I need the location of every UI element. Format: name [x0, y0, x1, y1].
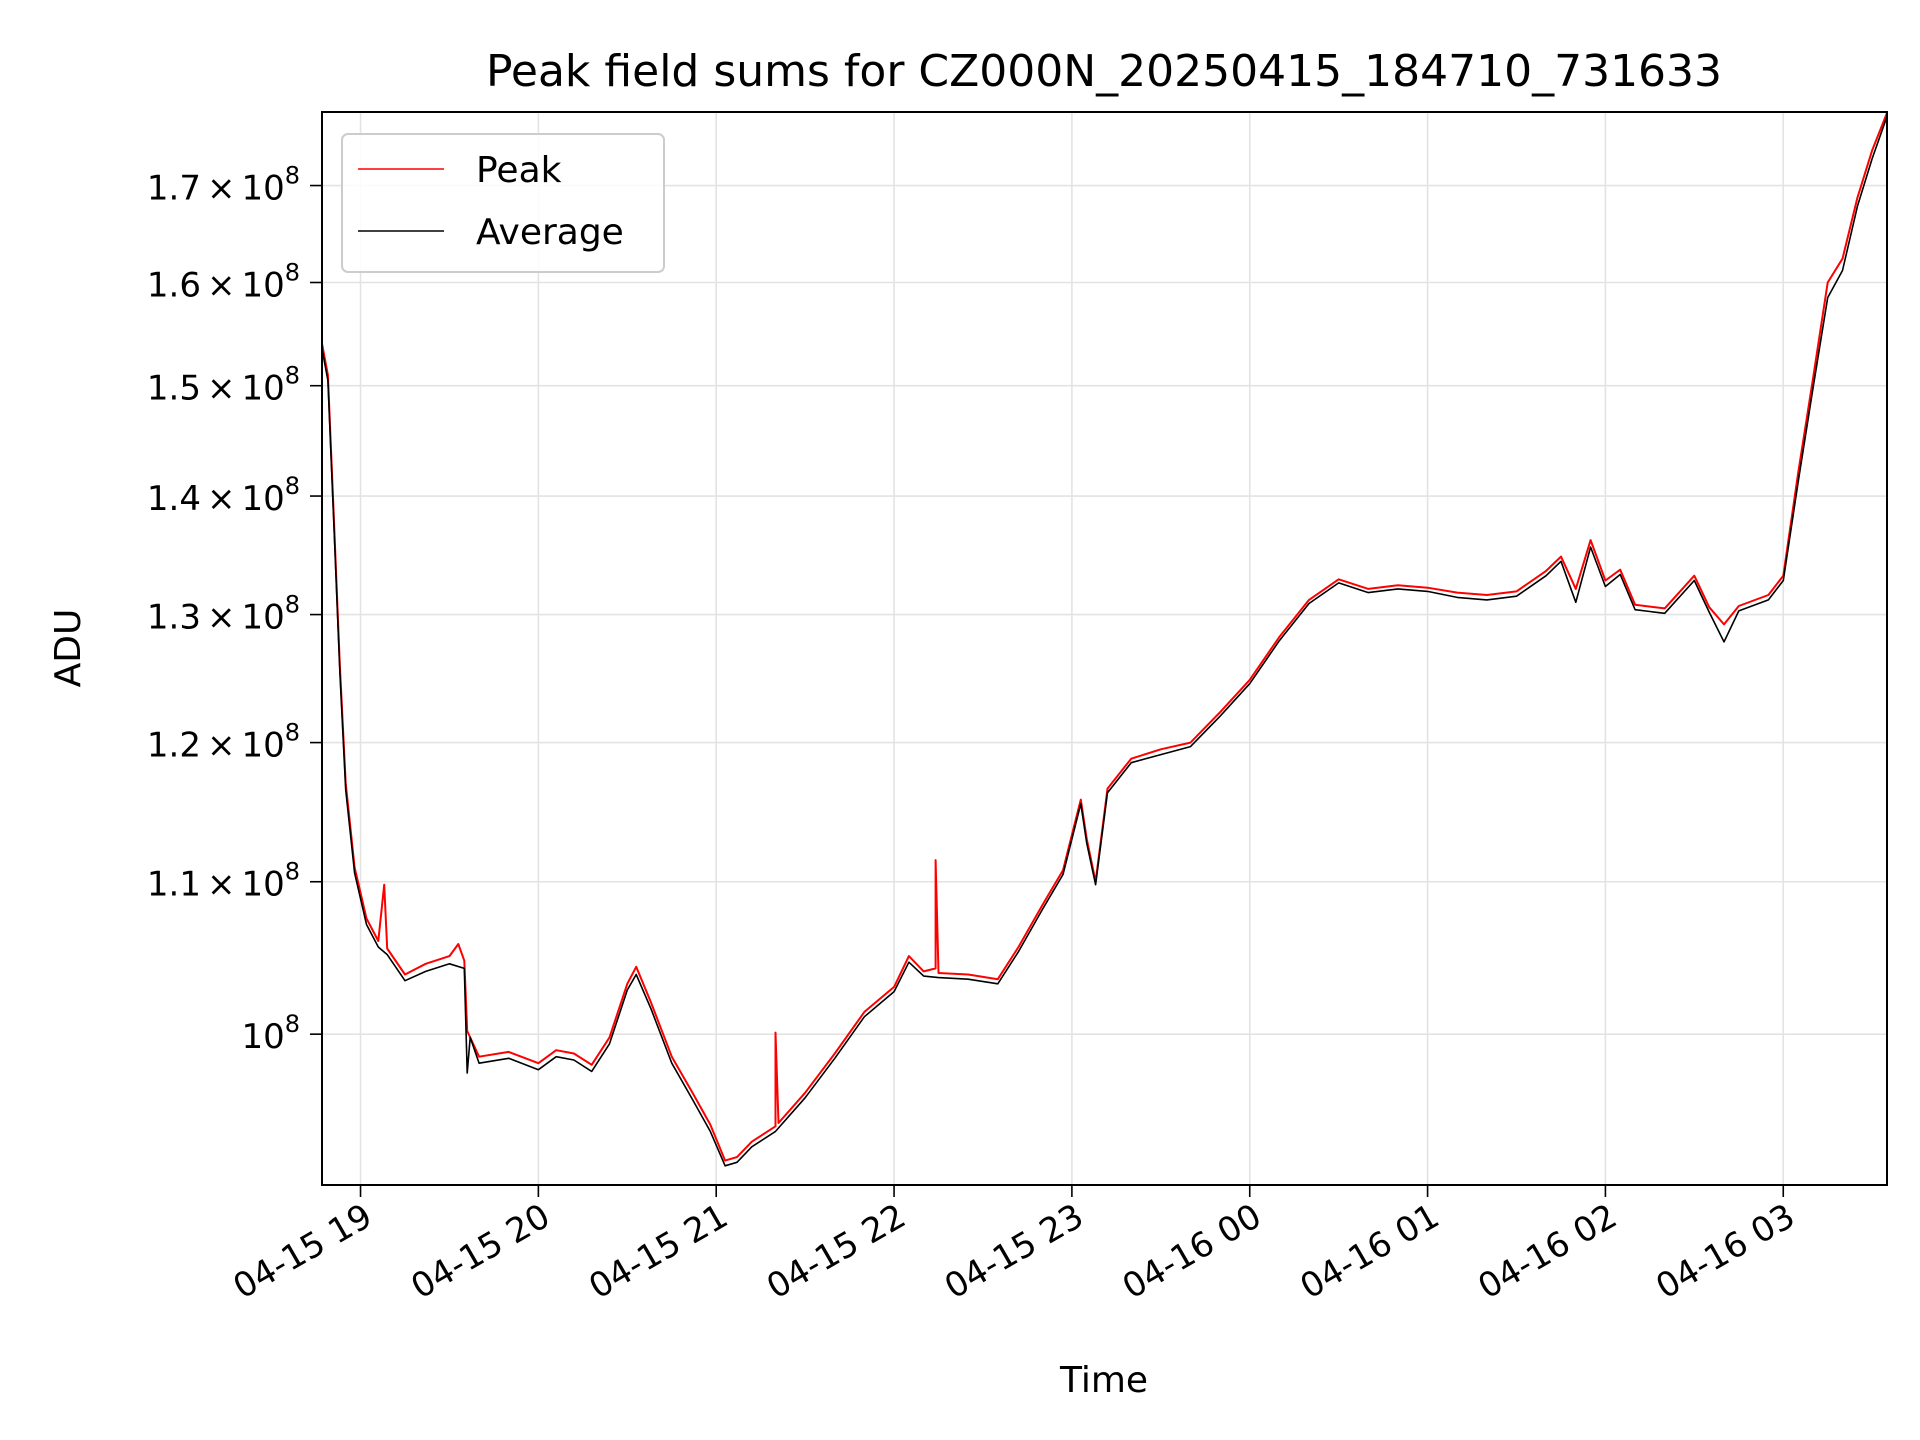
series-line-average	[321, 116, 1888, 1167]
y-tick-mantissa: 1.4	[147, 479, 201, 519]
y-tick-label: 1.2 × 108	[147, 719, 300, 766]
y-tick-mantissa: 1.6	[147, 265, 201, 305]
plot-frame	[321, 111, 1888, 1186]
y-tick-exponent: 8	[285, 162, 300, 190]
gridlines	[322, 112, 1887, 1185]
y-axis-label: ADU	[48, 609, 89, 688]
x-axis-label: Time	[1059, 1360, 1148, 1401]
y-tick-label: 108	[241, 1010, 300, 1057]
y-tick-exponent: 8	[285, 258, 300, 286]
series-layer	[321, 112, 1888, 1167]
y-tick-label: 1.1 × 108	[147, 858, 300, 905]
y-tick-exponent: 8	[285, 1010, 300, 1038]
y-tick-exponent: 8	[285, 472, 300, 500]
y-tick-mantissa: 1.7	[147, 169, 201, 209]
y-tick-exponent: 8	[285, 591, 300, 619]
legend: Peak Average	[341, 133, 665, 273]
y-tick-label: 1.4 × 108	[147, 472, 300, 519]
y-tick-label: 1.6 × 108	[147, 258, 300, 305]
y-tick-label: 1.3 × 108	[147, 591, 300, 638]
y-tick-label: 1.7 × 108	[147, 162, 300, 209]
y-tick-mantissa: 1.3	[147, 598, 201, 638]
y-tick-exponent: 8	[285, 858, 300, 886]
y-tick-exponent: 8	[285, 362, 300, 390]
y-tick-mantissa: 1.1	[147, 865, 201, 905]
chart-title: Peak field sums for CZ000N_20250415_1847…	[486, 46, 1722, 97]
y-tick-mantissa: 1.5	[147, 369, 201, 409]
legend-label-average: Average	[476, 212, 624, 253]
y-tick-label: 1.5 × 108	[147, 362, 300, 409]
y-tick-exponent: 8	[285, 719, 300, 747]
y-tick-mantissa: 1.2	[147, 726, 201, 766]
legend-label-peak: Peak	[476, 150, 562, 191]
